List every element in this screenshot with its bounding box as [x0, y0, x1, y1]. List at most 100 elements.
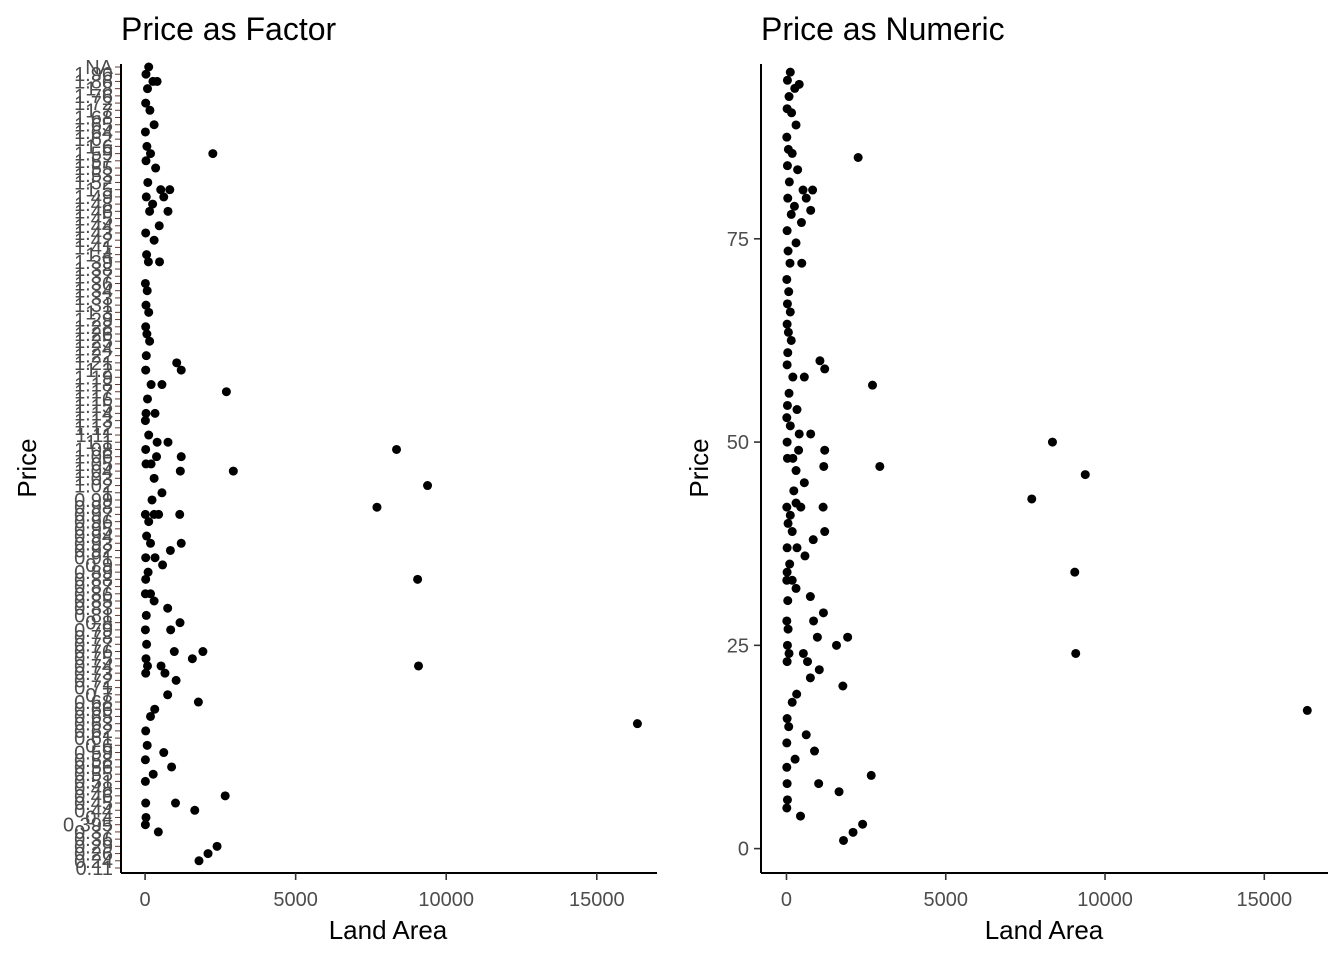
factor-point: [187, 654, 197, 664]
numeric-point: [858, 819, 868, 829]
factor-y-tick-label: 0.71: [74, 678, 113, 700]
numeric-point: [782, 226, 792, 236]
numeric-point: [800, 551, 810, 561]
factor-y-tick-label: 0.83: [74, 598, 113, 620]
numeric-point: [782, 803, 792, 813]
factor-y-tick-label: 1.15: [74, 396, 113, 418]
numeric-y-ticks: 0 25 50 75: [727, 229, 761, 861]
factor-point: [149, 473, 159, 483]
factor-point: [175, 466, 185, 476]
factor-point: [144, 517, 154, 527]
factor-point: [144, 430, 154, 440]
factor-y-tick-label: 1.62: [74, 129, 113, 151]
factor-point: [414, 661, 424, 671]
factor-y-tick-label: 0.51: [74, 771, 113, 793]
factor-point: [152, 452, 162, 462]
factor-y-tick-label: 0.58: [74, 750, 113, 772]
numeric-point: [1047, 437, 1057, 447]
factor-point: [153, 827, 163, 837]
factor-point: [146, 538, 156, 548]
factor-y-tick-labels: 0.110.240.260.290.360.370.3950.40.440.45…: [63, 57, 121, 880]
factor-point: [165, 545, 175, 555]
numeric-point: [1071, 648, 1081, 658]
numeric-point: [791, 120, 801, 130]
factor-y-tick-label: 0.395: [63, 815, 113, 837]
factor-point: [146, 459, 156, 469]
factor-y-tick-label: 1.14: [74, 403, 113, 425]
factor-point: [171, 675, 181, 685]
factor-y-tick-label: 1.76: [74, 86, 113, 108]
factor-point: [154, 509, 164, 519]
factor-point: [141, 444, 151, 454]
factor-y-tick-label: 0.6: [85, 735, 113, 757]
factor-y-tick-label: 0.97: [74, 504, 113, 526]
factor-y-tick-label: 0.99: [74, 490, 113, 512]
factor-point: [158, 560, 168, 570]
numeric-point: [782, 360, 792, 370]
factor-point: [193, 697, 203, 707]
factor-point: [149, 120, 159, 130]
factor-y-tick-label: 0.87: [74, 577, 113, 599]
numeric-y-tick-label-25: 25: [727, 635, 749, 657]
factor-y-tick-label: 1.2: [85, 360, 113, 382]
factor-y-tick-label: 1.17: [74, 382, 113, 404]
numeric-point: [803, 657, 813, 667]
factor-y-tick-label: 1.13: [74, 411, 113, 433]
factor-point: [141, 408, 151, 418]
numeric-point: [791, 466, 801, 476]
factor-y-tick-label: 0.8: [85, 613, 113, 635]
numeric-point: [782, 274, 792, 284]
factor-point: [632, 719, 642, 729]
factor-y-tick-label: 1.29: [74, 310, 113, 332]
factor-y-tick-label: 0.88: [74, 569, 113, 591]
factor-point: [141, 300, 151, 310]
factor-y-tick-label: 1.86: [74, 71, 113, 93]
factor-point: [149, 235, 159, 245]
numeric-point: [785, 421, 795, 431]
factor-y-tick-label: 1.21: [74, 353, 113, 375]
factor-panel: Price as Factor 0.110.240.260.290.360.37…: [12, 11, 657, 945]
factor-y-tick-label: 1.68: [74, 108, 113, 130]
factor-point: [140, 755, 150, 765]
factor-x-tick-label-10000: 10000: [418, 889, 474, 911]
numeric-point: [790, 754, 800, 764]
factor-point: [148, 199, 158, 209]
numeric-point: [799, 478, 809, 488]
factor-point: [413, 574, 423, 584]
factor-y-tick-label: 1.52: [74, 172, 113, 194]
factor-y-tick-label: 1.57: [74, 151, 113, 173]
numeric-point: [795, 811, 805, 821]
factor-y-tick-label: 1: [102, 483, 113, 505]
factor-point: [392, 444, 402, 454]
numeric-point: [798, 648, 808, 658]
factor-point: [141, 156, 151, 166]
factor-point: [160, 668, 170, 678]
factor-y-tick-label: 1.6: [85, 136, 113, 158]
factor-y-tick-label: 0.48: [74, 779, 113, 801]
factor-point: [143, 257, 153, 267]
numeric-point: [787, 108, 797, 118]
factor-y-tick-label: 1.31: [74, 295, 113, 317]
factor-point: [144, 62, 154, 72]
factor-y-tick-label: 1.22: [74, 346, 113, 368]
numeric-point: [818, 502, 828, 512]
factor-y-tick-label: 0.46: [74, 786, 113, 808]
factor-point: [169, 647, 179, 657]
factor-y-tick-label: 1.65: [74, 115, 113, 137]
numeric-point: [784, 648, 794, 658]
factor-y-tick-label: 0.96: [74, 512, 113, 534]
factor-y-tick-label: 1.33: [74, 288, 113, 310]
factor-y-tick-label: 0.61: [74, 728, 113, 750]
numeric-point: [783, 596, 793, 606]
factor-y-tick-label: 1.06: [74, 447, 113, 469]
factor-point: [146, 589, 156, 599]
factor-point: [152, 437, 162, 447]
numeric-point: [782, 437, 792, 447]
numeric-point: [785, 307, 795, 317]
numeric-point: [783, 327, 793, 337]
numeric-point: [790, 83, 800, 93]
numeric-point: [784, 722, 794, 732]
factor-y-tick-label: 0.59: [74, 743, 113, 765]
numeric-y-tick-label-75: 75: [727, 229, 749, 251]
factor-point: [163, 206, 173, 216]
